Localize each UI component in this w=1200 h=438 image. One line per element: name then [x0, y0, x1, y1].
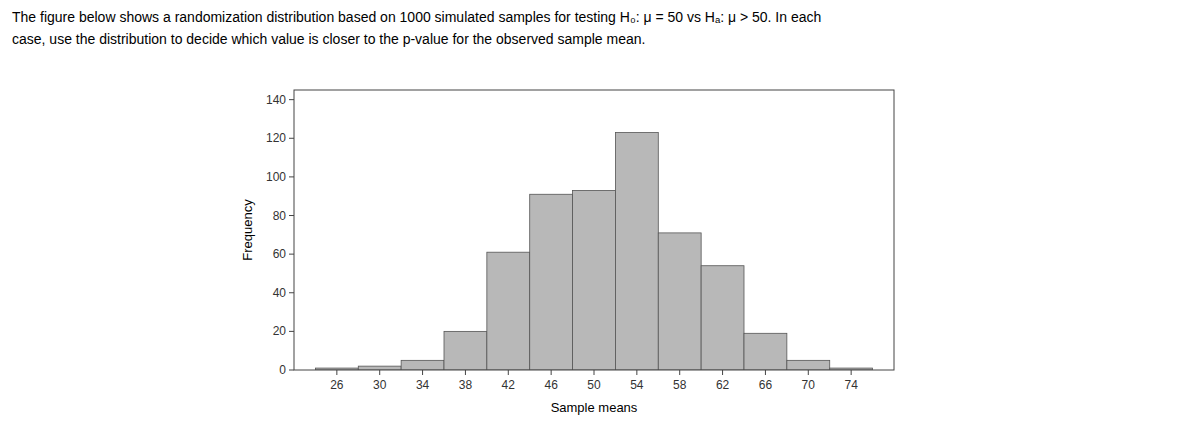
y-tick: [289, 331, 294, 332]
bar: [615, 132, 658, 370]
y-tick-label: 120: [266, 131, 286, 145]
x-tick: [679, 370, 680, 375]
x-tick-label: 38: [459, 378, 473, 392]
bar: [573, 190, 616, 370]
plot-frame: [294, 90, 894, 370]
subtitle: case, use the distribution to decide whi…: [12, 31, 645, 47]
bar: [530, 194, 573, 370]
y-tick: [289, 138, 294, 139]
x-tick: [765, 370, 766, 375]
x-tick: [508, 370, 509, 375]
x-tick: [636, 370, 637, 375]
y-tick: [289, 254, 294, 255]
bars: [315, 132, 872, 370]
y-tick: [289, 215, 294, 216]
y-tick-label: 60: [273, 247, 287, 261]
x-axis-label: Sample means: [551, 400, 638, 415]
bar: [744, 333, 787, 370]
x-tick-label: 50: [587, 378, 601, 392]
y-axis-label: Frequency: [240, 199, 255, 261]
bar: [787, 360, 830, 370]
y-tick-label: 0: [279, 363, 286, 377]
chart: The figure below shows a randomization d…: [0, 0, 1200, 438]
x-tick-label: 62: [716, 378, 730, 392]
y-tick: [289, 176, 294, 177]
bar: [358, 366, 401, 370]
y-tick-label: 140: [266, 93, 286, 107]
bar: [701, 266, 744, 370]
x-tick: [551, 370, 552, 375]
x-tick-label: 74: [844, 378, 858, 392]
bar: [487, 252, 530, 370]
x-tick-label: 58: [673, 378, 687, 392]
y-tick-label: 20: [273, 324, 287, 338]
x-tick-label: 54: [630, 378, 644, 392]
bar: [658, 233, 701, 370]
x-tick-label: 46: [544, 378, 558, 392]
x-tick-label: 26: [330, 378, 344, 392]
bar: [401, 360, 444, 370]
y-tick: [289, 99, 294, 100]
x-tick: [722, 370, 723, 375]
x-tick: [851, 370, 852, 375]
y-tick-label: 40: [273, 286, 287, 300]
x-tick: [422, 370, 423, 375]
x-tick: [465, 370, 466, 375]
y-tick: [289, 292, 294, 293]
x-tick-label: 42: [502, 378, 516, 392]
x-tick: [808, 370, 809, 375]
y-tick-label: 100: [266, 170, 286, 184]
x-tick-label: 70: [802, 378, 816, 392]
x-tick-label: 30: [373, 378, 387, 392]
x-tick: [594, 370, 595, 375]
title: The figure below shows a randomization d…: [12, 9, 821, 25]
x-tick: [336, 370, 337, 375]
x-tick-label: 34: [416, 378, 430, 392]
bar: [444, 331, 487, 370]
x-tick: [379, 370, 380, 375]
x-tick-label: 66: [759, 378, 773, 392]
y-tick-label: 80: [273, 209, 287, 223]
y-tick: [289, 370, 294, 371]
